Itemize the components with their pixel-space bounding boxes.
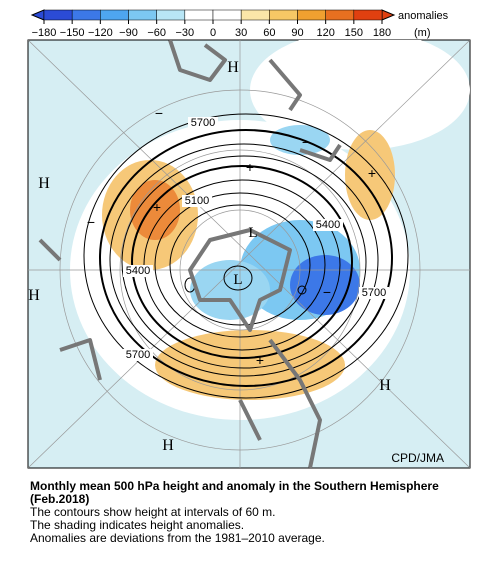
map-body bbox=[28, 40, 470, 468]
map-label: + bbox=[246, 159, 254, 175]
colorbar-segment bbox=[240, 9, 270, 21]
contour-label-bg bbox=[359, 287, 389, 299]
colorbar-unit: (m) bbox=[414, 27, 431, 39]
map-label: L bbox=[248, 225, 257, 241]
colorbar-segment bbox=[184, 9, 214, 21]
map-label: H bbox=[162, 437, 174, 454]
map-label: − bbox=[155, 105, 163, 121]
colorbar-tick-label: 0 bbox=[210, 27, 216, 39]
contour-label: 5700 bbox=[126, 349, 150, 361]
colorbar-tick-label: 30 bbox=[235, 27, 247, 39]
map-label: H bbox=[28, 287, 40, 304]
colorbar-segment bbox=[297, 9, 326, 21]
colorbar-tick-label: −120 bbox=[88, 27, 113, 39]
colorbar-segment bbox=[212, 9, 242, 21]
colorbar-label: anomalies bbox=[398, 10, 449, 22]
shade bbox=[155, 330, 345, 400]
caption: Monthly mean 500 hPa height and anomaly … bbox=[30, 480, 470, 545]
colorbar-arrow bbox=[30, 9, 45, 21]
map-label: + bbox=[256, 352, 264, 368]
colorbar-segment bbox=[156, 9, 186, 21]
colorbar-tick-label: 120 bbox=[316, 27, 334, 39]
map-label: H bbox=[38, 175, 50, 192]
colorbar-tick-label: −90 bbox=[119, 27, 138, 39]
colorbar-tick-label: 150 bbox=[345, 27, 363, 39]
graticule bbox=[28, 40, 470, 468]
shade bbox=[130, 180, 180, 240]
colorbar-arrow bbox=[381, 9, 396, 21]
contour-label-bg bbox=[188, 117, 218, 129]
map-label: − bbox=[323, 284, 331, 300]
colorbar: −180 −150 −120 −90 −60 −30 0 30 60 90 120 150 180 ano… bbox=[30, 9, 449, 39]
caption-line: Anomalies are deviations from the 1981–2… bbox=[30, 531, 325, 545]
contour-label-bg bbox=[313, 219, 343, 231]
colorbar-segment bbox=[71, 9, 101, 21]
contour-label: 5700 bbox=[362, 287, 386, 299]
contour-label: 5100 bbox=[185, 195, 209, 207]
credit: CPD/JMA bbox=[391, 451, 444, 465]
map-figure: −180 −150 −120 −90 −60 −30 0 30 60 90 120 150 180 ano… bbox=[27, 9, 471, 469]
shade bbox=[190, 260, 270, 320]
caption-line: The shading indicates height anomalies. bbox=[30, 518, 245, 532]
shade bbox=[250, 40, 470, 150]
coastlines bbox=[38, 40, 342, 468]
contour-label: 5400 bbox=[316, 219, 340, 231]
contours bbox=[83, 113, 409, 399]
colorbar-segment bbox=[269, 9, 298, 21]
colorbar-segment bbox=[353, 9, 383, 21]
map-label: L bbox=[233, 272, 242, 288]
colorbar-tick-label: 180 bbox=[373, 27, 391, 39]
caption-title: Monthly mean 500 hPa height and anomaly … bbox=[30, 479, 439, 506]
caption-line: The contours show height at intervals of… bbox=[30, 505, 276, 519]
colorbar-tick-label: 90 bbox=[291, 27, 303, 39]
colorbar-segment bbox=[325, 9, 355, 21]
map-label: − bbox=[302, 134, 310, 150]
contour-label: 5400 bbox=[126, 265, 150, 277]
colorbar-segment bbox=[43, 9, 73, 21]
colorbar-tick-label: −30 bbox=[175, 27, 194, 39]
contour-label-bg bbox=[182, 195, 212, 207]
colorbar-tick-label: −150 bbox=[60, 27, 85, 39]
colorbar-tick-label: −60 bbox=[147, 27, 166, 39]
colorbar-segment bbox=[128, 9, 157, 21]
contour-label-bg bbox=[123, 265, 153, 277]
map-label: H bbox=[227, 59, 239, 76]
contour-label: 5700 bbox=[191, 117, 215, 129]
map-label: − bbox=[87, 214, 95, 230]
colorbar-tick-label: −180 bbox=[32, 27, 57, 39]
map-label: H bbox=[379, 377, 391, 394]
colorbar-segment bbox=[100, 9, 129, 21]
colorbar-tick-label: 60 bbox=[263, 27, 275, 39]
contour-label-bg bbox=[123, 349, 153, 361]
map-label: + bbox=[368, 165, 376, 181]
map-label: + bbox=[153, 199, 161, 215]
